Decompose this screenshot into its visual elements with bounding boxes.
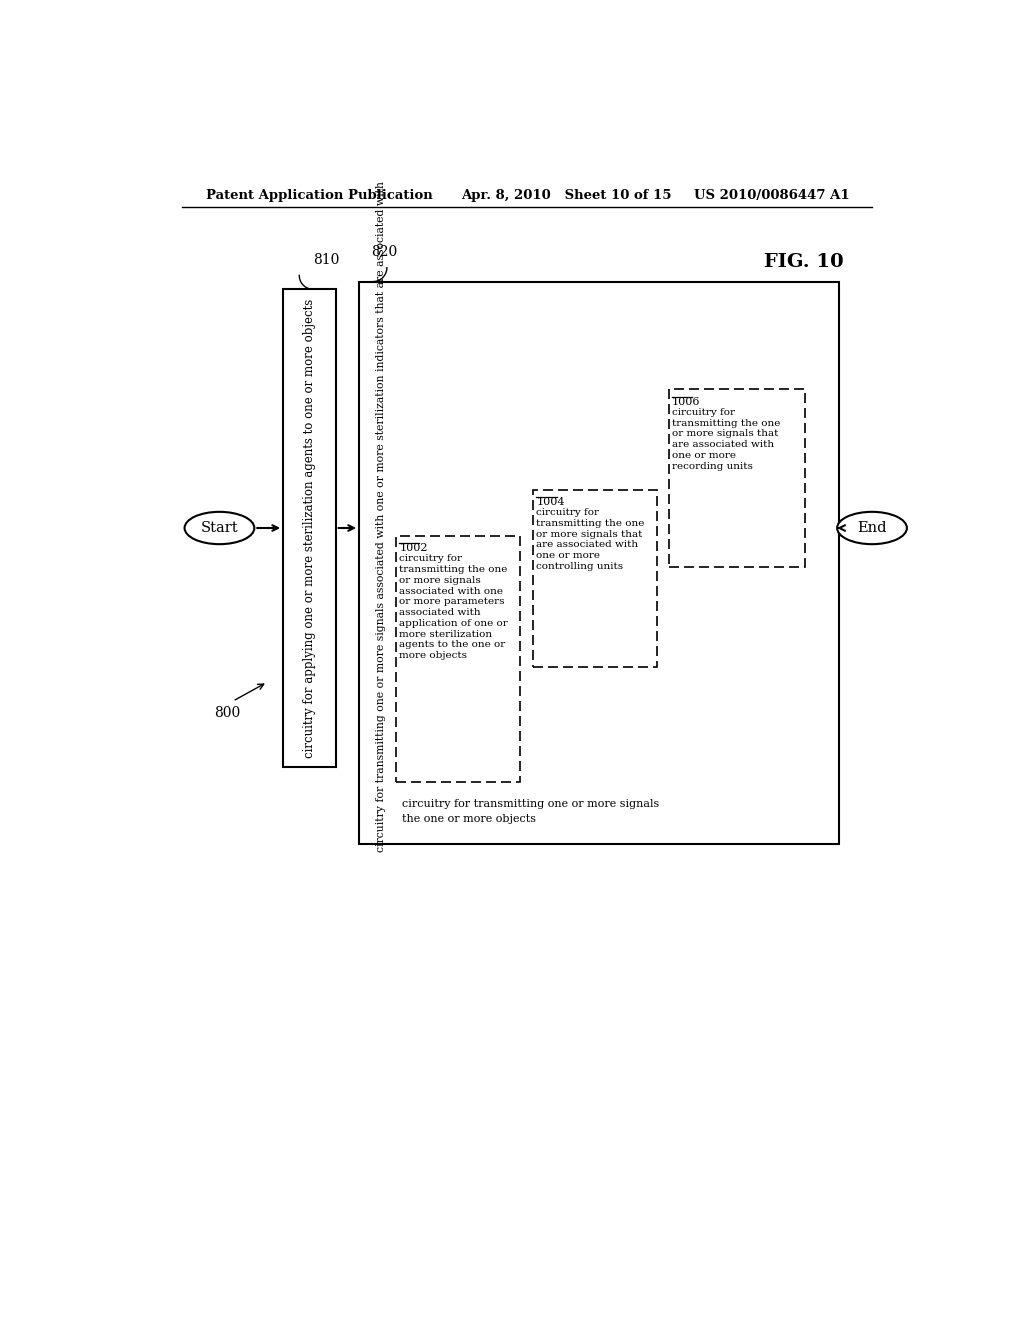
Text: more sterilization: more sterilization	[399, 630, 493, 639]
Ellipse shape	[184, 512, 254, 544]
Text: circuitry for: circuitry for	[537, 508, 599, 517]
Text: circuitry for: circuitry for	[399, 554, 462, 564]
FancyBboxPatch shape	[283, 289, 336, 767]
Text: transmitting the one: transmitting the one	[537, 519, 645, 528]
Text: transmitting the one: transmitting the one	[672, 418, 780, 428]
Text: or more signals: or more signals	[399, 576, 481, 585]
Text: or more signals that: or more signals that	[537, 529, 643, 539]
Text: are associated with: are associated with	[672, 441, 774, 449]
Text: End: End	[857, 521, 887, 535]
Text: are associated with: are associated with	[537, 540, 639, 549]
Text: 810: 810	[313, 253, 340, 267]
Text: more objects: more objects	[399, 651, 467, 660]
Ellipse shape	[838, 512, 907, 544]
Text: Apr. 8, 2010   Sheet 10 of 15: Apr. 8, 2010 Sheet 10 of 15	[461, 189, 672, 202]
Text: Start: Start	[201, 521, 239, 535]
Text: one or more: one or more	[537, 552, 600, 560]
Text: or more parameters: or more parameters	[399, 598, 505, 606]
Text: associated with: associated with	[399, 609, 481, 616]
Text: circuitry for transmitting one or more signals: circuitry for transmitting one or more s…	[401, 799, 658, 809]
FancyBboxPatch shape	[359, 281, 840, 843]
Text: FIG. 10: FIG. 10	[764, 253, 843, 272]
Text: 1002: 1002	[399, 544, 428, 553]
FancyBboxPatch shape	[669, 389, 805, 566]
Text: circuitry for transmitting one or more signals associated with one or more steri: circuitry for transmitting one or more s…	[376, 181, 386, 851]
Text: transmitting the one: transmitting the one	[399, 565, 508, 574]
Text: 1006: 1006	[672, 397, 700, 407]
Text: 820: 820	[371, 246, 397, 259]
Text: one or more: one or more	[672, 451, 736, 459]
Text: or more signals that: or more signals that	[672, 429, 778, 438]
Text: application of one or: application of one or	[399, 619, 508, 628]
FancyBboxPatch shape	[534, 490, 657, 667]
FancyBboxPatch shape	[396, 536, 520, 781]
Text: US 2010/0086447 A1: US 2010/0086447 A1	[693, 189, 849, 202]
Text: circuitry for applying one or more sterilization agents to one or more objects: circuitry for applying one or more steri…	[303, 298, 315, 758]
Text: associated with one: associated with one	[399, 586, 503, 595]
Text: circuitry for: circuitry for	[672, 408, 735, 417]
Text: recording units: recording units	[672, 462, 753, 471]
Text: the one or more objects: the one or more objects	[401, 814, 536, 824]
Text: 1004: 1004	[537, 498, 565, 507]
Text: agents to the one or: agents to the one or	[399, 640, 506, 649]
Text: controlling units: controlling units	[537, 562, 624, 570]
Text: 800: 800	[214, 706, 241, 719]
Text: Patent Application Publication: Patent Application Publication	[206, 189, 432, 202]
